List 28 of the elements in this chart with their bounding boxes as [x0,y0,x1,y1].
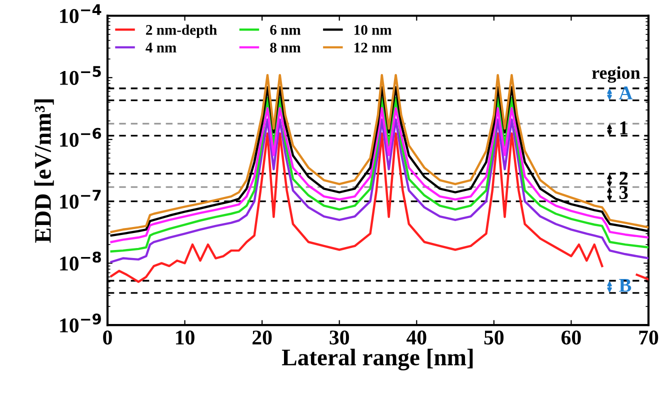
legend-label: 12 nm [354,42,392,52]
legend-label: 4 nm [146,42,176,52]
annotation: 3 [619,186,628,200]
annotation: A [618,86,633,100]
x-tick-label: 20 [252,330,272,345]
y-axis-title: EDD [eV/nm³] [34,99,54,243]
annotation: region [592,66,640,83]
x-tick-label: 10 [176,330,194,345]
y-tick-label: 10$^{−5}$ [60,66,101,85]
legend-label: 8 nm [270,42,301,53]
legend-label: 2 nm-depth [146,24,217,38]
x-axis-title: Lateral range [nm] [282,348,473,370]
y-tick-label: 10$^{−6}$ [60,128,102,147]
x-tick-label: 50 [484,330,504,345]
x-tick-label: 70 [639,330,658,345]
x-tick-label: 60 [561,330,581,345]
annotation: 1 [620,121,628,134]
legend-label: 6 nm [270,25,301,35]
y-tick-label: 10$^{−7}$ [60,190,101,209]
y-tick-label: 10$^{−4}$ [60,4,102,24]
x-tick-label: 30 [330,330,349,345]
x-tick-label: 0 [103,330,112,345]
y-tick-label: 10$^{−8}$ [60,252,101,271]
annotation: B [619,278,632,292]
x-tick-label: 40 [406,330,426,345]
line-series [110,118,648,263]
y-tick-label: 10$^{−9}$ [60,313,101,332]
legend-label: 10 nm [354,25,392,35]
